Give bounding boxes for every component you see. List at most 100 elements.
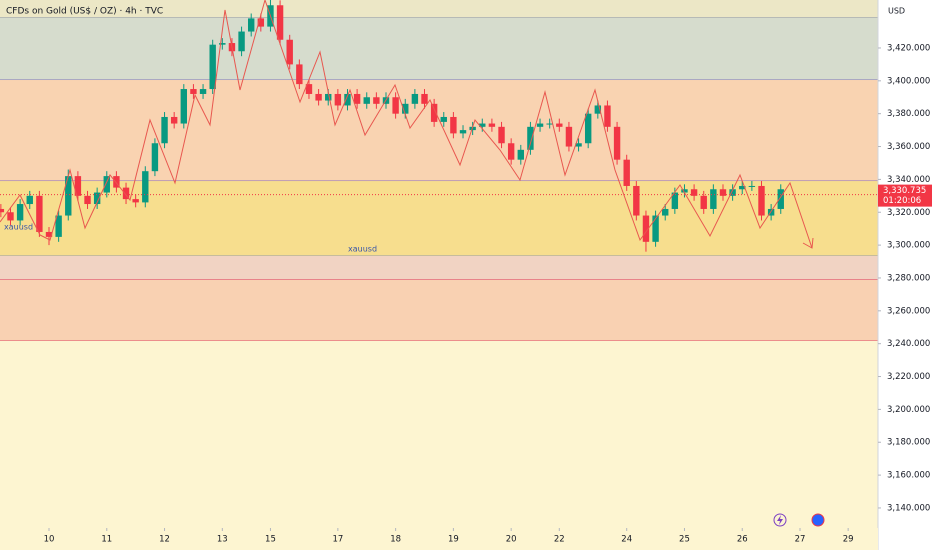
event-icon[interactable] xyxy=(773,513,787,527)
x-tick-label: 20 xyxy=(506,535,517,545)
candle-body xyxy=(681,189,688,193)
candle-body xyxy=(633,185,640,216)
candle-body xyxy=(0,208,5,213)
candle-body xyxy=(421,93,428,104)
candle-body xyxy=(613,126,621,160)
candle-body xyxy=(334,93,342,106)
candle-body xyxy=(430,103,438,122)
last-price-box xyxy=(878,184,932,207)
x-tick-label: 19 xyxy=(448,535,459,545)
x-tick-label: 29 xyxy=(843,535,854,545)
price-zone xyxy=(0,80,878,182)
candle-body xyxy=(392,97,399,114)
candle-body xyxy=(411,93,419,104)
arrow-head xyxy=(802,237,814,249)
y-tick-label: 3,140.000 xyxy=(887,503,930,513)
candle-body xyxy=(739,185,746,190)
x-tick-label: 17 xyxy=(332,535,343,545)
y-tick-label: 3,220.000 xyxy=(887,372,930,382)
candle-body xyxy=(556,123,563,127)
x-tick-label: 12 xyxy=(159,535,170,545)
candle-body xyxy=(690,189,698,196)
candle-body xyxy=(479,123,486,127)
y-tick-label: 3,320.000 xyxy=(887,208,930,218)
candle-body xyxy=(729,189,736,196)
candle-body xyxy=(440,116,447,122)
candle-body xyxy=(103,176,110,193)
candle-body xyxy=(315,93,322,101)
candle-body xyxy=(325,93,332,101)
countdown-label: 01:20:06 xyxy=(883,196,921,206)
candle-body xyxy=(758,185,765,216)
candle-body xyxy=(662,208,669,216)
drawings xyxy=(0,0,814,249)
candle-body xyxy=(373,97,380,104)
candle-body xyxy=(170,116,178,124)
candle-body xyxy=(498,126,505,144)
x-tick-label: 27 xyxy=(795,535,806,545)
candle-body xyxy=(671,192,679,209)
candle-body xyxy=(305,84,313,94)
candle-body xyxy=(84,195,91,205)
candle-body xyxy=(190,89,197,94)
candle-body xyxy=(546,123,553,125)
y-tick-label: 3,160.000 xyxy=(887,471,930,481)
flag-icon[interactable] xyxy=(811,513,825,527)
x-tick-label: 15 xyxy=(265,535,276,545)
y-tick-label: 3,180.000 xyxy=(887,438,930,448)
candle-body xyxy=(527,126,534,150)
price-zone xyxy=(0,0,878,18)
wave-drawing xyxy=(0,0,813,249)
x-tick-label: 22 xyxy=(554,535,565,545)
candle-body xyxy=(199,89,207,94)
candle-body xyxy=(238,31,245,52)
zones xyxy=(0,0,878,529)
candle-body xyxy=(257,18,265,27)
candle-body xyxy=(767,208,775,216)
price-zone xyxy=(0,17,878,81)
candle-body xyxy=(710,189,717,209)
candle-body xyxy=(719,189,727,196)
last-price-label: 3,330.735 xyxy=(883,186,926,196)
candle-body xyxy=(594,105,602,114)
candle-body xyxy=(777,189,784,209)
y-tick-label: 3,240.000 xyxy=(887,339,930,349)
candle-body xyxy=(286,39,293,65)
candle-body xyxy=(248,18,255,32)
candle-body xyxy=(584,113,592,144)
x-tick-label: 10 xyxy=(44,535,55,545)
x-tick-label: 26 xyxy=(737,535,748,545)
x-tick-label: 18 xyxy=(390,535,401,545)
candle-body xyxy=(565,126,573,147)
candle-body xyxy=(55,215,62,237)
price-zone xyxy=(0,279,878,341)
candle-body xyxy=(507,143,515,160)
candle-body xyxy=(488,123,496,127)
event-icon-glyph xyxy=(777,515,783,525)
y-tick-label: 3,300.000 xyxy=(887,241,930,251)
price-zone xyxy=(0,340,878,528)
candle-body xyxy=(459,130,467,134)
y-tick-label: 3,260.000 xyxy=(887,306,930,316)
currency-label: USD xyxy=(888,7,905,16)
candle-body xyxy=(536,123,544,127)
y-tick-label: 3,380.000 xyxy=(887,109,930,119)
candle-body xyxy=(180,89,188,124)
candle-body xyxy=(65,176,72,216)
candle-body xyxy=(26,195,33,205)
symbol-label: xauusd xyxy=(348,245,377,254)
candle-body xyxy=(93,192,101,205)
candle-body xyxy=(142,171,149,203)
candle-body xyxy=(353,93,361,104)
candle-body xyxy=(575,143,582,147)
price-zone xyxy=(0,255,878,280)
candle-body xyxy=(700,195,707,209)
candle-body xyxy=(642,215,650,242)
candle-body xyxy=(122,187,130,200)
y-tick-label: 3,340.000 xyxy=(887,175,930,185)
axes: 3,140.000 3,160.000 3,180.000 3,200.000 3,22… xyxy=(44,43,932,545)
price-axis xyxy=(878,0,932,550)
x-tick-label: 25 xyxy=(679,535,690,545)
candle-body xyxy=(276,5,284,40)
candle-body xyxy=(219,43,226,45)
